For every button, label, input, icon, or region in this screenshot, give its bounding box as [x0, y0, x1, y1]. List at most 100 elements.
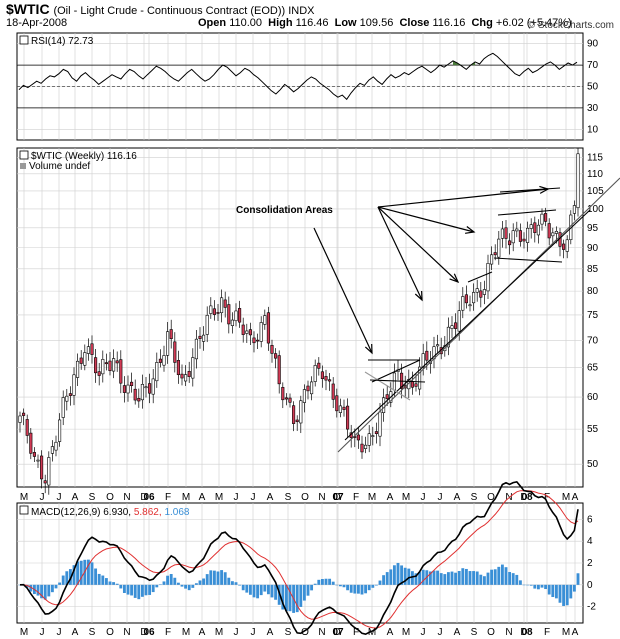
candle-body: [151, 378, 155, 395]
macd-histogram-bar: [241, 584, 245, 591]
x-tick-label: F: [353, 627, 359, 638]
candle-body: [529, 224, 533, 229]
macd-histogram-bar: [306, 584, 310, 596]
price-candle: [58, 413, 62, 447]
macd-histogram-bar: [479, 574, 483, 585]
macd-histogram-bar: [410, 571, 414, 585]
annotation-arrow: [377, 188, 549, 208]
macd-histogram-bar: [220, 570, 224, 585]
macd-histogram-bar: [209, 570, 213, 585]
annotation-arrowhead: [539, 185, 550, 194]
price-candle: [371, 426, 375, 446]
macd-histogram-bar: [511, 573, 515, 585]
price-tick-label: 115: [587, 152, 603, 163]
macd-histogram-bar: [248, 584, 252, 595]
macd-histogram-bar: [439, 573, 443, 585]
price-candle: [209, 297, 213, 319]
chart-date: 18-Apr-2008: [6, 17, 68, 29]
candle-body: [486, 263, 490, 292]
macd-tick-label: 0: [587, 580, 593, 591]
candle-body: [472, 292, 476, 304]
macd-histogram-bar: [490, 569, 494, 585]
candle-body: [29, 432, 33, 454]
x-tick-label: A: [387, 492, 394, 503]
price-candle: [576, 148, 580, 217]
x-tick-label: A: [454, 627, 461, 638]
macd-histogram-bar: [126, 584, 130, 595]
candle-body: [540, 213, 544, 225]
candle-body: [101, 359, 105, 375]
price-candle: [50, 440, 54, 462]
candle-body: [180, 373, 184, 379]
x-tick-label: J: [438, 492, 443, 503]
price-candle: [180, 364, 184, 386]
price-candle: [464, 285, 468, 309]
macd-histogram-bar: [202, 578, 206, 585]
x-tick-label: J: [57, 627, 62, 638]
price-candle: [270, 339, 274, 363]
price-candle: [245, 323, 249, 343]
price-candle: [252, 331, 256, 353]
symbol: $WTIC: [6, 1, 50, 17]
volume-legend: Volume undef: [29, 161, 90, 172]
macd-histogram-bar: [97, 573, 101, 585]
x-tick-label: A: [72, 492, 79, 503]
candle-body: [227, 304, 231, 325]
macd-histogram-bar: [148, 584, 152, 595]
candle-body: [497, 238, 501, 258]
price-candle: [119, 350, 123, 394]
x-tick-label: M: [402, 627, 410, 638]
candle-body: [410, 381, 414, 388]
macd-histogram-bar: [216, 571, 220, 585]
x-tick-label: M: [562, 627, 570, 638]
macd-histogram-bar: [526, 584, 530, 586]
price-tick-label: 100: [587, 204, 604, 215]
candle-body: [43, 480, 47, 484]
x-tick-label: F: [544, 492, 550, 503]
rsi-tick-label: 30: [587, 103, 599, 114]
price-candle: [446, 317, 450, 356]
macd-title: MACD(12,26,9) 6.930, 5.862, 1.068: [31, 507, 190, 518]
candle-body: [119, 359, 123, 384]
price-candle: [562, 239, 566, 259]
macd-histogram-bar: [137, 584, 141, 600]
candle-body: [461, 296, 465, 311]
macd-histogram-bar: [349, 584, 353, 593]
close-value: 116.16: [432, 17, 466, 29]
candle-body: [241, 324, 245, 335]
price-candle: [572, 200, 576, 221]
price-candle: [277, 350, 281, 394]
candle-body: [367, 433, 371, 446]
price-candle: [72, 367, 76, 406]
macd-histogram-bar: [472, 571, 476, 585]
candle-body: [536, 224, 540, 236]
price-candle: [137, 388, 141, 408]
price-candle: [162, 345, 166, 372]
price-candle: [32, 447, 36, 462]
price-candle: [194, 329, 198, 369]
price-candle: [461, 287, 465, 319]
x-tick-label: 07: [332, 492, 344, 503]
price-candle: [511, 223, 515, 252]
price-candle: [184, 365, 188, 387]
candle-body: [259, 322, 263, 342]
candle-body: [284, 397, 288, 400]
candle-body: [50, 446, 54, 454]
x-tick-label: A: [387, 627, 394, 638]
candle-body: [313, 365, 317, 382]
rsi-title: RSI(14) 72.73: [31, 36, 94, 47]
price-candle: [317, 357, 321, 376]
macd-histogram-bar: [122, 584, 126, 593]
candle-body: [40, 455, 44, 480]
price-candle: [295, 415, 299, 431]
ohlc-readout: Open 110.00 High 116.46 Low 109.56 Close…: [198, 17, 572, 29]
x-tick-label: D: [520, 627, 527, 638]
candle-body: [320, 371, 324, 380]
x-tick-label: F: [353, 492, 359, 503]
consolidation-line: [499, 187, 561, 193]
candle-body: [554, 230, 558, 234]
price-candle: [79, 350, 83, 370]
candle-body: [500, 228, 504, 239]
x-tick-label: S: [285, 627, 292, 638]
